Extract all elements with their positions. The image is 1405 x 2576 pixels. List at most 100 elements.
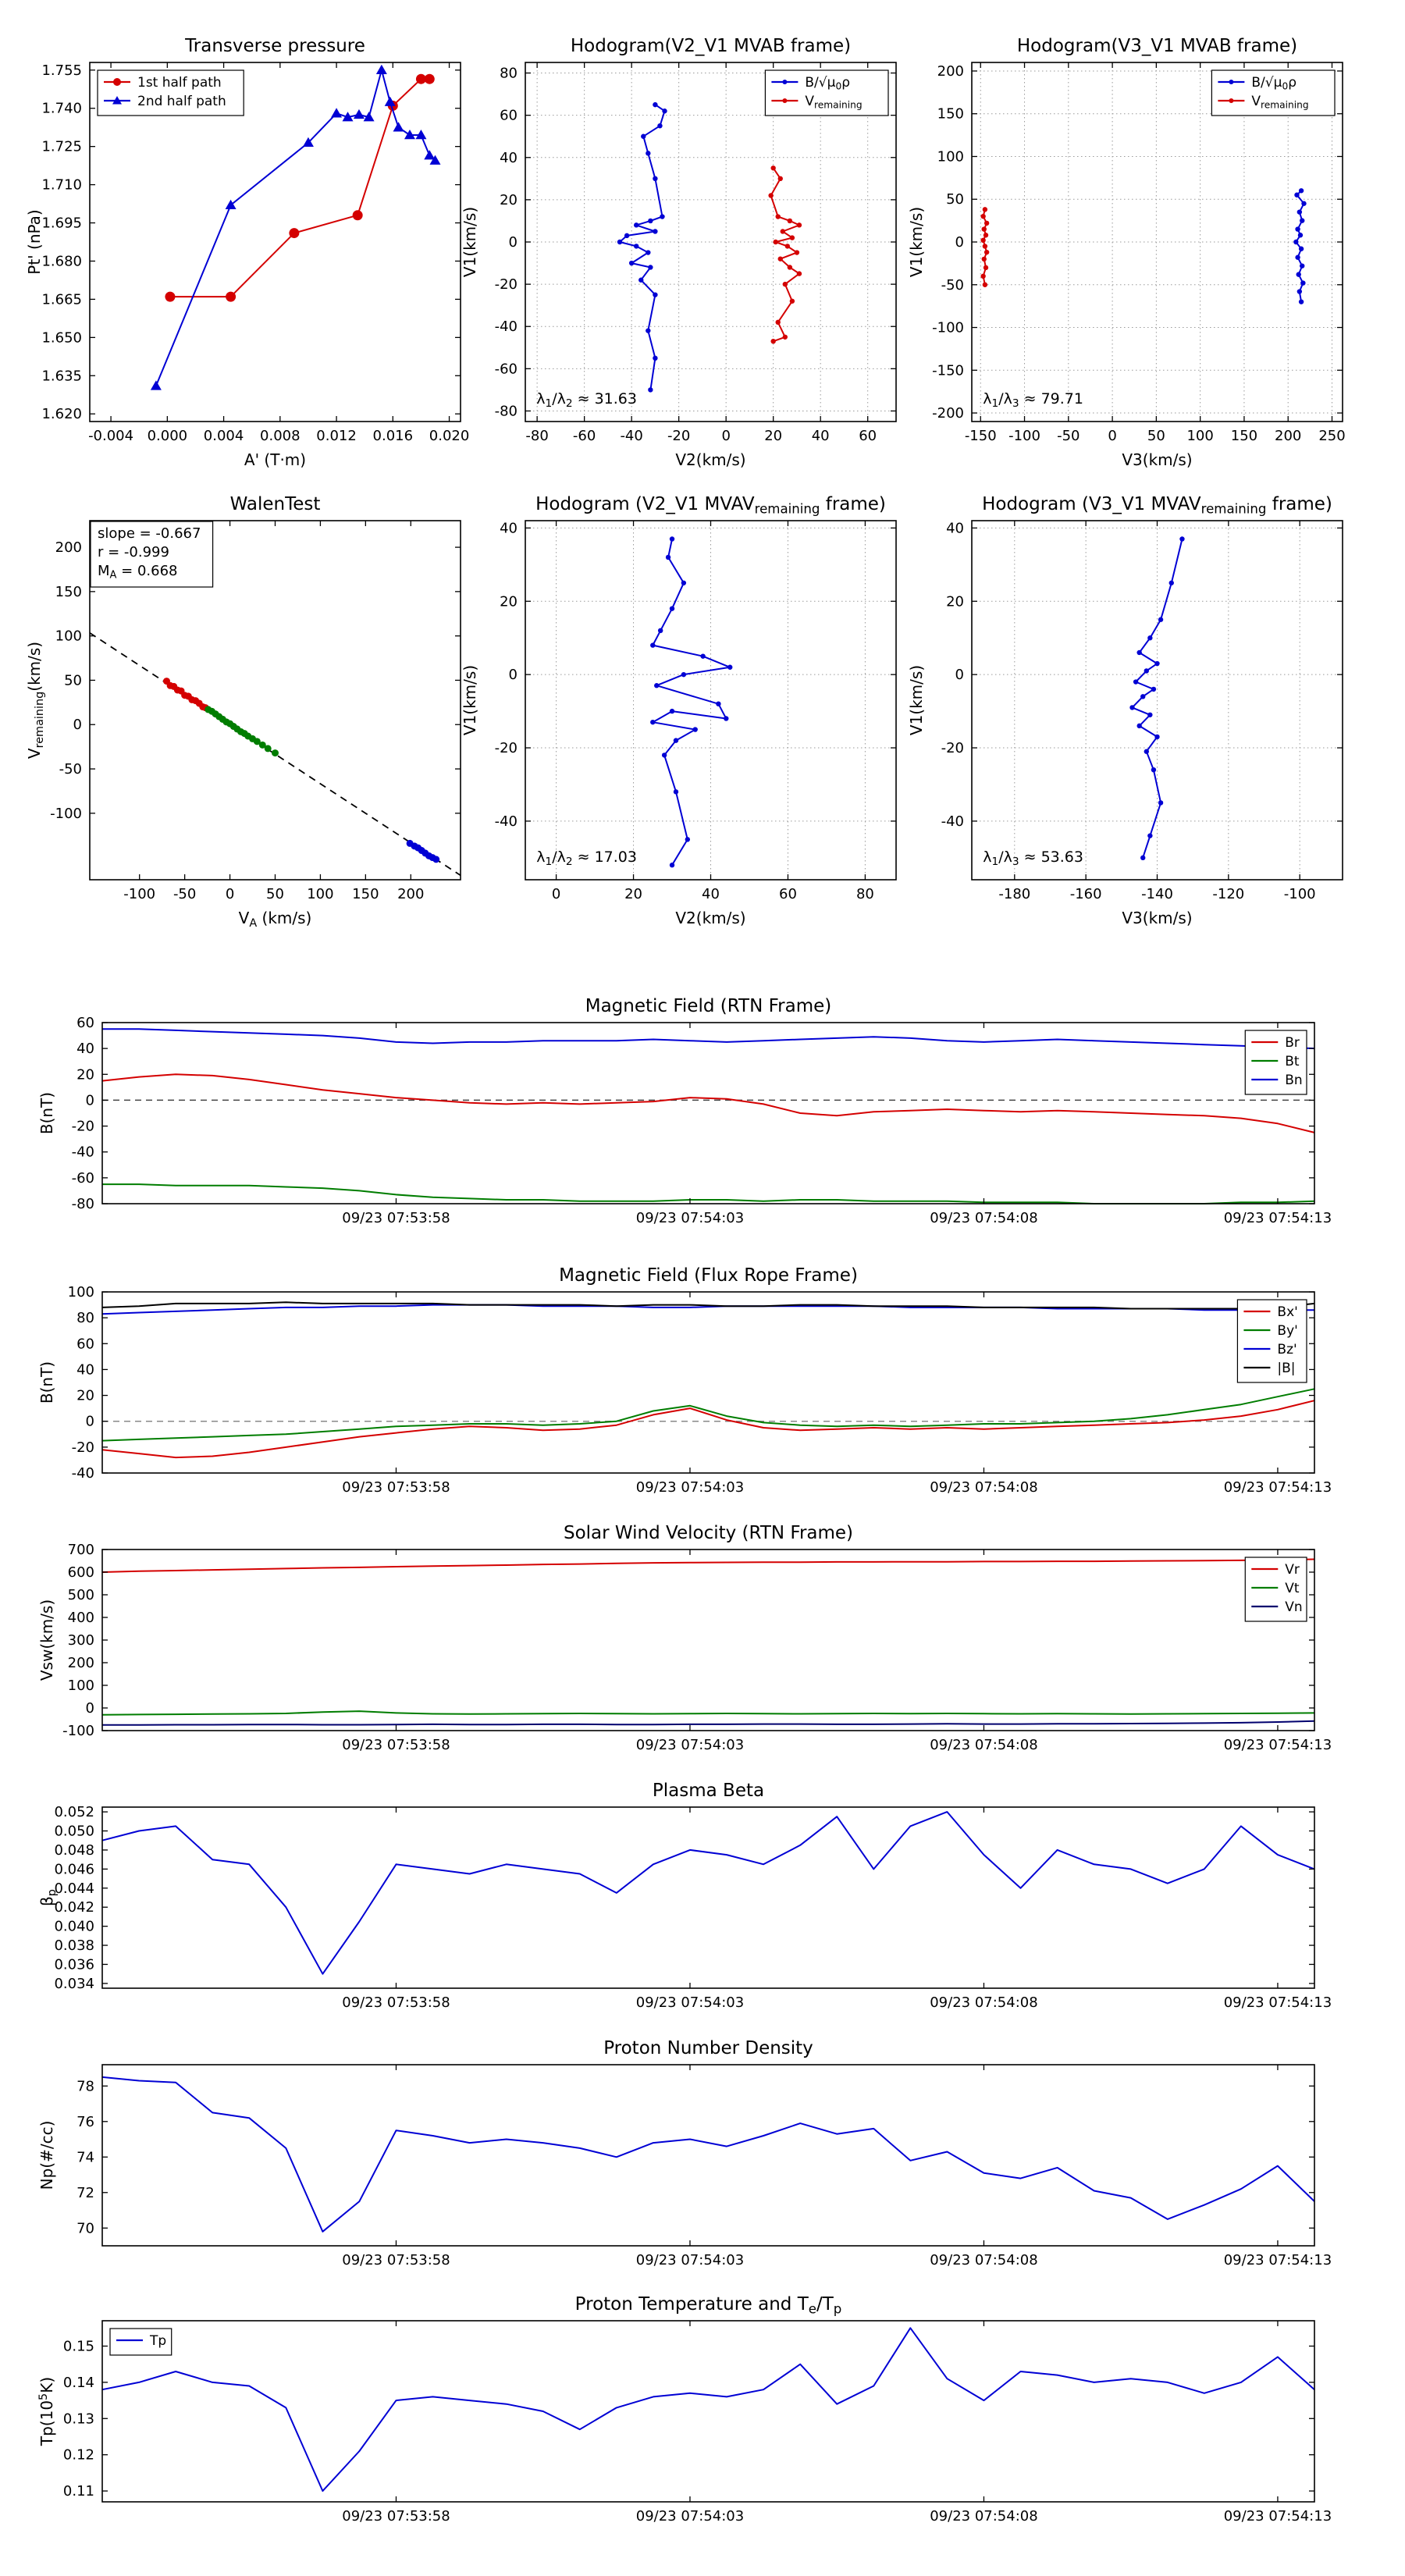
- x-tick-label: -180: [998, 886, 1030, 902]
- x-tick-label: 09/23 07:54:13: [1224, 1479, 1332, 1496]
- y-tick-label: -80: [72, 1196, 94, 1212]
- x-tick-label: 200: [1275, 428, 1301, 444]
- x-tick-label: 100: [307, 886, 333, 902]
- series-tp: [101, 2327, 1315, 2492]
- legend: Vr Vt Vn: [1244, 1557, 1307, 1622]
- y-tick-label: -20: [72, 1439, 94, 1456]
- panel-proton-number-density: 09/23 07:53:58 09/23 07:54:03 09/23 07:54:…: [37, 2038, 1332, 2268]
- stats-line: MA = 0.668: [98, 563, 178, 582]
- panel-transverse-pressure: -0.004 0.000 0.004 0.008 0.012 0.016 0.020 1.62…: [25, 36, 470, 469]
- y-tick-label: 700: [68, 1542, 94, 1558]
- x-tick-label: 80: [856, 886, 874, 902]
- series-beta-p: [101, 1811, 1315, 1975]
- x-tick-label: -0.004: [88, 428, 133, 444]
- y-tick-label: 1.695: [41, 215, 82, 232]
- x-tick-label: 09/23 07:53:58: [342, 1210, 450, 1226]
- stats-line: slope = -0.667: [98, 525, 201, 542]
- series-b-over-sqrt-mu0-rho: [617, 101, 667, 393]
- chart-title: Plasma Beta: [653, 1781, 764, 1801]
- x-tick-label: 0.012: [316, 428, 357, 444]
- y-tick-label: 150: [937, 106, 964, 123]
- legend: B/√μ0ρ Vremaining: [1211, 69, 1336, 116]
- x-tick-label: 20: [624, 886, 642, 902]
- x-tick-label: 0: [226, 886, 234, 902]
- x-tick-label: 09/23 07:53:58: [342, 2508, 450, 2524]
- y-tick-label: 0.048: [54, 1842, 94, 1859]
- panel-proton-temperature: 09/23 07:53:58 09/23 07:54:03 09/23 07:54:…: [37, 2294, 1332, 2524]
- y-tick-label: 0.038: [54, 1937, 94, 1954]
- chart-title: Transverse pressure: [184, 36, 365, 56]
- x-axis-label: VA (km/s): [239, 909, 312, 930]
- legend-label: Bt: [1285, 1054, 1300, 1069]
- x-tick-label: -80: [525, 428, 548, 444]
- y-tick-label: 76: [76, 2114, 94, 2130]
- y-tick-label: 60: [76, 1015, 94, 1031]
- x-tick-label: -150: [965, 428, 997, 444]
- x-tick-label: 09/23 07:54:03: [636, 1210, 744, 1226]
- x-tick-label: 09/23 07:54:03: [636, 1994, 744, 2011]
- plot-plasma-beta: 09/23 07:53:58 09/23 07:54:03 09/23 07:54:…: [37, 1781, 1332, 2011]
- plot-hodogram-v3v1-mvab: -150 -100 -50 0 50 100 150 200 250-200-150-100-5…: [907, 36, 1346, 469]
- series-2nd-half-path: [150, 64, 441, 390]
- panel-plasma-beta: 09/23 07:53:58 09/23 07:54:03 09/23 07:54:…: [37, 1781, 1332, 2011]
- x-tick-label: 50: [266, 886, 284, 902]
- y-tick-label: 1.650: [41, 329, 82, 346]
- y-tick-label: -40: [72, 1144, 94, 1161]
- x-tick-label: -20: [667, 428, 690, 444]
- series-np: [101, 2076, 1315, 2233]
- y-tick-label: -20: [495, 276, 518, 293]
- y-tick-label: 40: [500, 150, 518, 166]
- x-axis-label: V3(km/s): [1122, 909, 1192, 927]
- panel-hodogram-v3v1-mvab: -150 -100 -50 0 50 100 150 200 250-200-150-100-5…: [907, 36, 1346, 469]
- series-by-: [101, 1388, 1315, 1442]
- y-axis-label: Vsw(km/s): [37, 1599, 56, 1681]
- legend-label: Bn: [1285, 1073, 1302, 1088]
- x-tick-label: 0.020: [429, 428, 470, 444]
- legend-label: B/√μ0ρ: [805, 75, 850, 91]
- y-tick-label: 50: [64, 672, 82, 688]
- x-axis-label: V2(km/s): [675, 450, 745, 469]
- y-tick-label: 200: [937, 63, 964, 80]
- y-axis-label: V1(km/s): [461, 665, 479, 735]
- stats-line: r = -0.999: [98, 544, 169, 560]
- x-tick-label: 0.008: [260, 428, 301, 444]
- x-tick-label: 60: [779, 886, 797, 902]
- y-tick-label: 1.725: [41, 139, 82, 155]
- legend: B/√μ0ρ Vremaining: [764, 69, 889, 116]
- plot-proton-temperature: 09/23 07:53:58 09/23 07:54:03 09/23 07:54:…: [37, 2294, 1332, 2524]
- legend: Br Bt Bn: [1244, 1030, 1307, 1095]
- y-tick-label: 0.15: [63, 2338, 94, 2354]
- y-tick-label: -20: [72, 1119, 94, 1135]
- x-tick-label: 09/23 07:53:58: [342, 1737, 450, 1753]
- y-tick-label: 60: [76, 1336, 94, 1352]
- x-tick-label: 09/23 07:54:08: [930, 2252, 1037, 2268]
- y-tick-label: 20: [500, 192, 518, 208]
- y-axis-label: Vremaining(km/s): [25, 642, 46, 759]
- legend-label: |B|: [1277, 1361, 1295, 1376]
- panel-hodogram-v2v1-mvab: -80 -60 -40 -20 0 20 40 60 -80 -60 -40 -20 0 20 40 60 80…: [461, 36, 897, 469]
- y-axis-label: V1(km/s): [461, 207, 479, 277]
- y-tick-label: 400: [68, 1610, 94, 1626]
- y-tick-label: -40: [72, 1465, 94, 1482]
- plot-mag-rtn: 09/23 07:53:58 09/23 07:54:03 09/23 07:54:…: [37, 996, 1332, 1226]
- y-tick-label: -40: [495, 318, 518, 335]
- panel-magnetic-field-rtn: 09/23 07:53:58 09/23 07:54:03 09/23 07:54:…: [37, 996, 1332, 1226]
- legend-label: Vremaining: [1251, 94, 1308, 110]
- x-tick-label: 200: [397, 886, 424, 902]
- y-axis-label: B(nT): [37, 1092, 56, 1134]
- y-tick-label: 40: [946, 520, 964, 536]
- y-tick-label: 70: [76, 2220, 94, 2236]
- series-bt: [102, 1183, 1315, 1204]
- panel-walen-test: -100 -50 0 50 100 150 200 -100 -50 0 50 100 150 200 Wa…: [25, 494, 461, 930]
- y-tick-label: -20: [495, 740, 518, 756]
- legend-label: 2nd half path: [137, 94, 226, 109]
- x-tick-label: -100: [1008, 428, 1040, 444]
- y-tick-label: 1.665: [41, 291, 82, 308]
- panel-magnetic-field-flux-rope: 09/23 07:53:58 09/23 07:54:03 09/23 07:54:…: [37, 1265, 1332, 1496]
- x-tick-label: 20: [764, 428, 782, 444]
- y-tick-label: 40: [76, 1041, 94, 1057]
- y-axis-label: Pt' (nPa): [25, 209, 44, 274]
- series--b-: [101, 1301, 1315, 1310]
- chart-title: Solar Wind Velocity (RTN Frame): [564, 1523, 853, 1543]
- x-axis-label: V3(km/s): [1122, 450, 1192, 469]
